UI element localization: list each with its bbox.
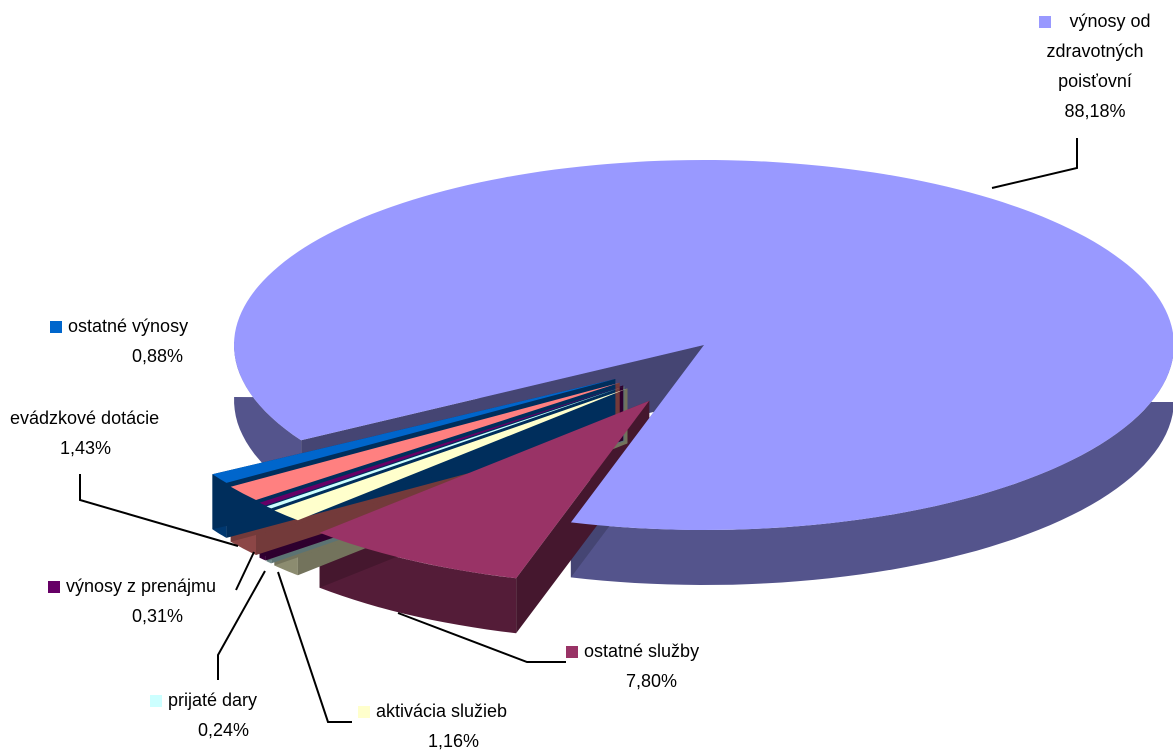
leader-prenajom: [235, 551, 255, 591]
legend-swatch-prenajom: [48, 581, 60, 593]
legend-swatch-aktivacia: [358, 706, 370, 718]
slice-ostatné-výnosy: [212, 379, 616, 483]
legend-swatch-ostatne-vynosy: [50, 321, 62, 333]
slice-aktivácia-služieb: [274, 388, 628, 521]
label-sluzby: ostatné služby 7,80%: [566, 636, 699, 696]
slice-side-0-rim: [234, 342, 1173, 585]
label-dary: prijaté dary 0,24%: [150, 685, 257, 745]
legend-swatch-dary: [150, 695, 162, 707]
leader-dotacie: [79, 474, 239, 547]
legend-swatch-zdravotne: [1039, 16, 1052, 28]
label-aktivacia: aktivácia služieb 1,16%: [358, 696, 507, 756]
label-dotacie: evádzkové dotácie 1,43%: [10, 408, 160, 458]
slice-prevádzkové-dotácie: [230, 382, 620, 501]
label-prenajom: výnosy z prenájmu 0,31%: [48, 571, 216, 631]
label-zdravotne: výnosy od zdravotných poisťovní 88,18%: [1000, 6, 1173, 126]
leader-sluzby: [397, 612, 566, 663]
leader-zdravotne: [991, 138, 1078, 189]
pie-tops: [212, 160, 1173, 579]
leader-lines: [79, 138, 1078, 723]
slice-výnosy-z-prenájmu: [259, 385, 624, 506]
leader-dary: [217, 570, 266, 680]
slice-ostatné-služby: [319, 400, 650, 579]
leader-aktivacia: [277, 571, 352, 723]
label-ostatne-vynosy: ostatné výnosy 0,88%: [50, 311, 188, 371]
slice-výnosy-od-zdravotných-poisťovní: [234, 160, 1173, 530]
slice-prijaté-dary: [266, 386, 625, 509]
legend-swatch-sluzby: [566, 646, 578, 658]
